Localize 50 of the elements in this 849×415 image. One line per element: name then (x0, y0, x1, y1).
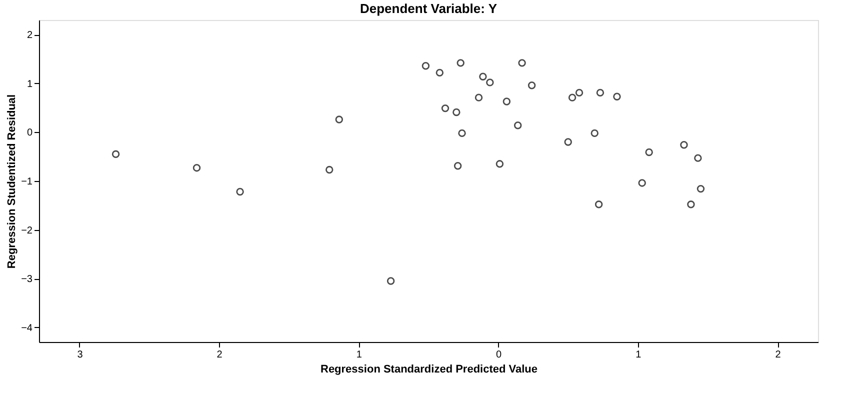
y-tick-label: −2 (21, 225, 33, 236)
point (680, 141, 688, 149)
y-tick-label: 1 (26, 78, 33, 90)
point (458, 129, 466, 138)
point (568, 94, 576, 102)
point (436, 68, 444, 77)
point (502, 98, 511, 106)
point (528, 82, 536, 90)
point (452, 108, 460, 116)
y-tick-label: 2 (26, 30, 33, 42)
point (192, 164, 201, 172)
x-tick-label: 2 (216, 350, 223, 360)
point (696, 184, 705, 193)
point (335, 116, 344, 124)
point (479, 72, 487, 80)
point (441, 104, 450, 112)
point (638, 179, 646, 187)
x-axis-title: Regression Standardized Predicted Value (320, 364, 538, 376)
y-tick-label: 0 (26, 128, 33, 139)
y-tick-label: −1 (21, 176, 33, 188)
x-tick-label: 1 (636, 350, 642, 360)
point (456, 59, 464, 67)
point (386, 277, 395, 285)
point (687, 200, 695, 208)
point (645, 148, 653, 156)
point (486, 78, 494, 86)
point (496, 160, 504, 168)
point (326, 166, 334, 174)
x-tick-label: 1 (356, 350, 362, 360)
point (594, 200, 603, 208)
point (596, 88, 604, 97)
point (112, 150, 120, 158)
point (694, 154, 702, 162)
point (236, 188, 244, 196)
point (454, 162, 462, 170)
point (575, 88, 584, 97)
point (564, 138, 572, 146)
x-tick-label: 3 (77, 350, 84, 360)
point (518, 59, 526, 67)
x-tick-label: 0 (496, 350, 502, 360)
point (514, 122, 522, 130)
point (474, 94, 483, 102)
y-tick-label: −3 (21, 274, 33, 286)
y-axis-title: Regression Studentized Residual (6, 94, 18, 269)
point (590, 129, 598, 138)
x-tick-label: 2 (775, 350, 782, 360)
point (613, 92, 621, 100)
y-tick-label: −4 (21, 322, 33, 334)
point (422, 62, 430, 70)
chart-title: Dependent Variable: Y (360, 1, 498, 16)
